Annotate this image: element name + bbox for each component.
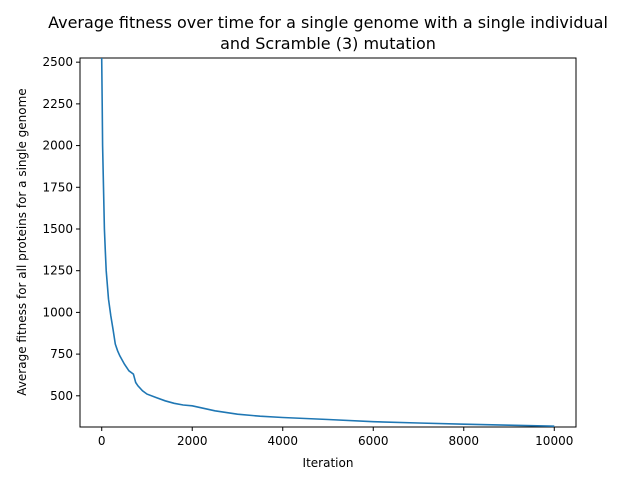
y-tick-label: 2000 xyxy=(42,139,73,153)
y-axis: 500 750 1000 1250 1500 1750 2000 2250 2500 xyxy=(42,55,80,403)
x-axis-label: Iteration xyxy=(303,456,354,470)
y-tick-label: 500 xyxy=(50,389,73,403)
x-tick-label: 8000 xyxy=(448,434,479,448)
x-tick-label: 10000 xyxy=(535,434,573,448)
fitness-series-line xyxy=(100,58,555,427)
y-tick-label: 750 xyxy=(50,347,73,361)
y-axis-label: Average fitness for all proteins for a s… xyxy=(15,88,29,395)
chart-title-line-2: and Scramble (3) mutation xyxy=(220,34,436,53)
y-tick-label: 2250 xyxy=(42,97,73,111)
plot-area-frame xyxy=(79,57,577,428)
y-tick-label: 2500 xyxy=(42,55,73,69)
x-tick-label: 4000 xyxy=(267,434,298,448)
chart-title-line-1: Average fitness over time for a single g… xyxy=(48,13,608,32)
x-tick-label: 2000 xyxy=(177,434,208,448)
y-tick-label: 1750 xyxy=(42,180,73,194)
y-tick-label: 1500 xyxy=(42,222,73,236)
x-tick-label: 6000 xyxy=(358,434,389,448)
x-tick-label: 0 xyxy=(98,434,106,448)
x-axis: 0 2000 4000 6000 8000 10000 xyxy=(98,427,573,448)
y-tick-label: 1250 xyxy=(42,264,73,278)
y-tick-label: 1000 xyxy=(42,305,73,319)
